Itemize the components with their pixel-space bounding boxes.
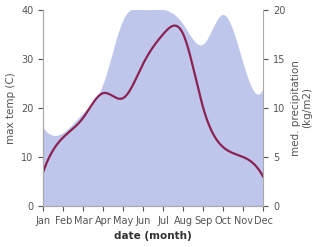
Y-axis label: med. precipitation
(kg/m2): med. precipitation (kg/m2) — [291, 60, 313, 156]
Y-axis label: max temp (C): max temp (C) — [5, 72, 16, 144]
X-axis label: date (month): date (month) — [114, 231, 192, 242]
